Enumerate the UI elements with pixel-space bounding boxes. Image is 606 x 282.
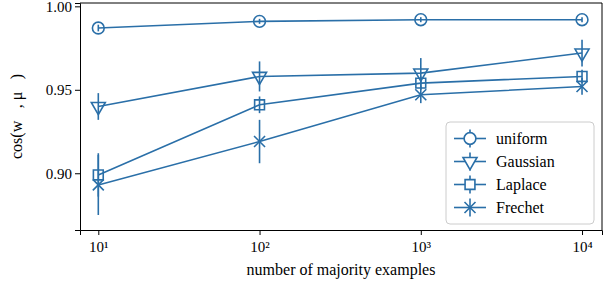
x-tick-label: 10³ (412, 239, 432, 255)
x-tick-label: 10¹ (89, 239, 109, 255)
x-tick-mark (421, 230, 422, 235)
marker (254, 15, 266, 27)
series (93, 70, 587, 197)
x-tick: 10⁴ (572, 230, 592, 255)
plot-area: 10¹ 10² 10³ 10⁴ 0.90 0.95 1.00 uniform Gaussian L… (46, 0, 603, 255)
marker (575, 49, 589, 61)
marker (91, 102, 105, 114)
y-tick-label: 1.00 (46, 0, 72, 15)
marker (415, 89, 426, 100)
legend: uniform Gaussian Laplace Frechet (446, 122, 594, 224)
x-tick: 10³ (412, 230, 432, 255)
x-tick-mark (582, 230, 583, 235)
chart: 10¹ 10² 10³ 10⁴ 0.90 0.95 1.00 uniform Gaussian L… (0, 0, 606, 282)
legend-item: Frechet (454, 199, 545, 217)
marker (415, 14, 427, 26)
legend-label: Gaussian (496, 153, 555, 170)
frame (602, 3, 603, 230)
marker (576, 14, 588, 26)
series-line (98, 20, 582, 28)
y-tick-mark (75, 90, 80, 91)
y-axis-title: cos(w⃗, μ⃗) (8, 74, 26, 159)
legend-label: uniform (496, 130, 548, 147)
y-tick-label: 0.90 (46, 166, 72, 182)
y-tick: 0.95 (46, 82, 80, 98)
marker (577, 81, 588, 92)
legend-box (446, 122, 594, 224)
marker (254, 136, 265, 147)
y-axis: 0.90 0.95 1.00 (46, 0, 81, 231)
marker (255, 100, 265, 110)
y-axis-line (75, 4, 81, 231)
x-tick-label: 10² (250, 239, 270, 255)
x-axis-title: number of majority examples (247, 261, 436, 279)
x-tick-mark (260, 230, 261, 235)
x-tick-mark (98, 230, 99, 235)
x-axis-line (81, 231, 603, 236)
x-axis: 10¹ 10² 10³ 10⁴ (81, 230, 603, 255)
legend-marker (463, 157, 477, 169)
y-tick: 1.00 (46, 0, 80, 15)
y-tick-mark (75, 6, 80, 7)
legend-label: Frechet (496, 199, 545, 216)
y-tick-label: 0.95 (46, 82, 72, 98)
frame (80, 3, 602, 4)
x-tick-label: 10⁴ (572, 239, 592, 255)
x-tick: 10² (250, 230, 270, 255)
series (92, 14, 588, 34)
y-tick: 0.90 (46, 166, 80, 182)
legend-item: Laplace (454, 176, 547, 195)
legend-item: uniform (454, 130, 548, 148)
marker (93, 179, 104, 190)
x-tick: 10¹ (89, 230, 109, 255)
legend-marker (465, 180, 475, 190)
marker (253, 72, 267, 84)
legend-label: Laplace (496, 176, 547, 194)
marker (92, 22, 104, 34)
y-tick-mark (75, 173, 80, 174)
legend-item: Gaussian (454, 153, 555, 171)
legend-marker (464, 133, 476, 145)
series-group (91, 14, 589, 215)
legend-marker (465, 202, 476, 213)
